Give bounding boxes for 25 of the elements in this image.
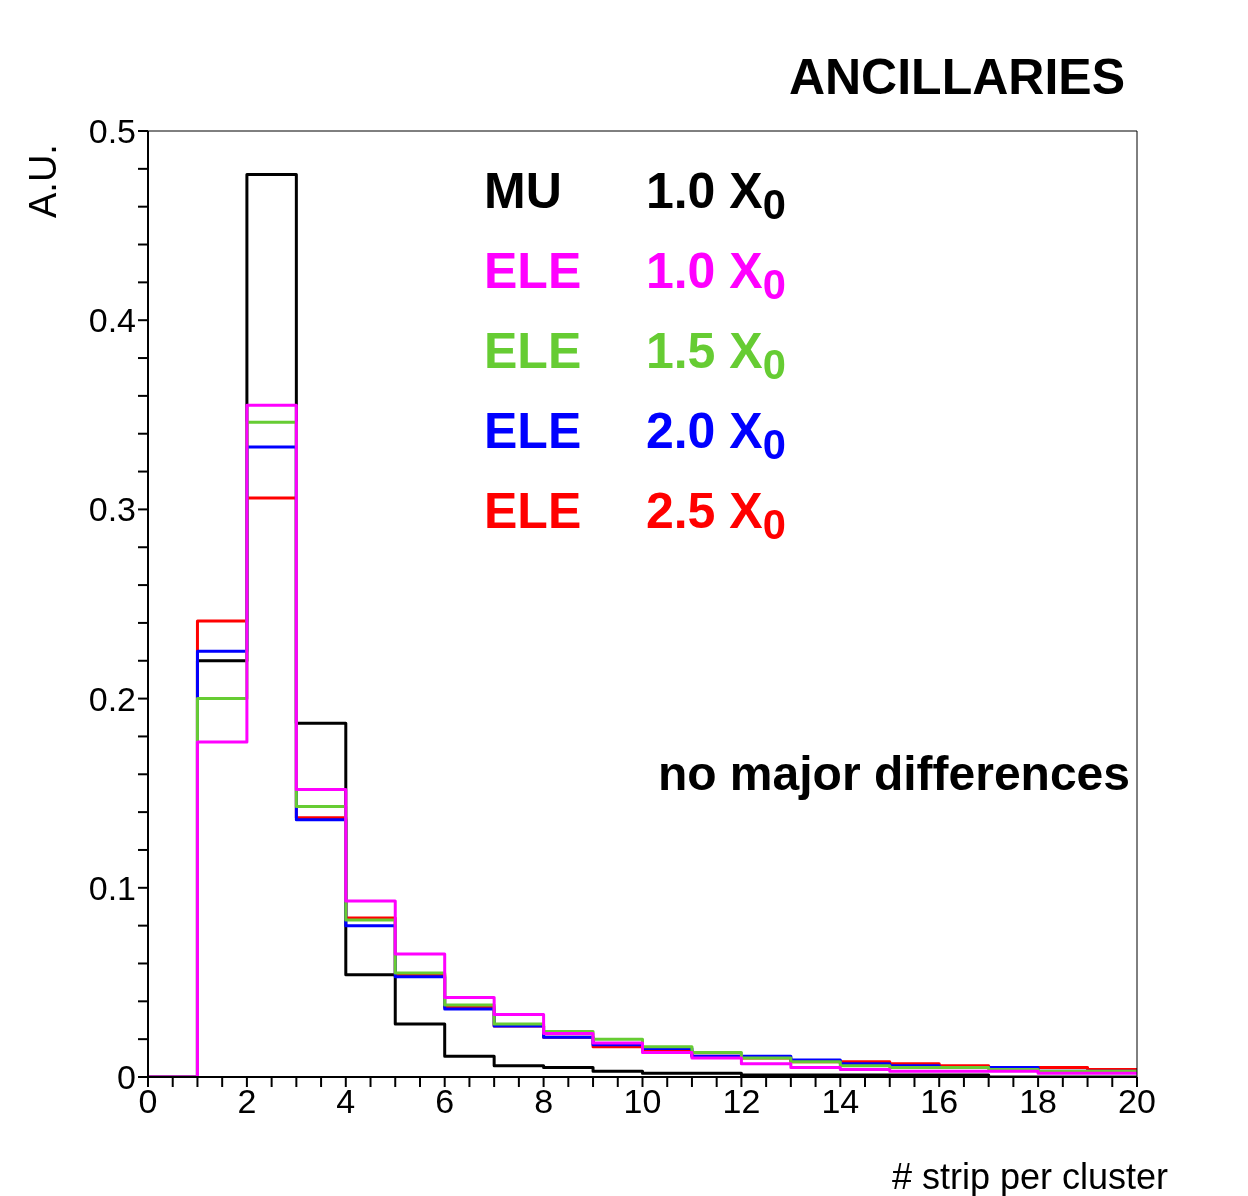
y-tick-label: 0.3 [88, 490, 136, 529]
y-tick-label: 0.1 [88, 868, 136, 907]
x-tick-label: 16 [920, 1082, 959, 1121]
x-tick-label: 2 [237, 1082, 257, 1121]
y-tick-label: 0 [117, 1058, 136, 1097]
chart-title: ANCILLARIES [788, 49, 1125, 105]
x-tick-label: 10 [623, 1082, 662, 1121]
x-tick-label: 20 [1118, 1082, 1156, 1121]
x-axis-title: # strip per cluster [891, 1156, 1168, 1196]
y-axis-title: A.U. [22, 144, 64, 218]
x-tick-label: 14 [821, 1082, 860, 1121]
x-tick-label: 12 [722, 1082, 761, 1121]
text: ELE 2.0 X$_{0}$ [484, 403, 786, 468]
x-tick-label: 18 [1019, 1082, 1058, 1121]
y-tick-label: 0.4 [88, 301, 136, 340]
x-tick-label: 4 [336, 1082, 356, 1121]
text: ELE 2.5 X$_{0}$ [484, 483, 786, 548]
text: ELE 1.5 X$_{0}$ [484, 323, 786, 388]
text: MU 1.0 X$_{0}$ [484, 163, 786, 228]
y-tick-label: 0.5 [88, 112, 136, 151]
x-tick-label: 8 [534, 1082, 554, 1121]
x-tick-label: 6 [435, 1082, 455, 1121]
text: ELE 1.0 X$_{0}$ [484, 243, 786, 308]
annotation: no major differences [657, 747, 1130, 800]
y-tick-label: 0.2 [88, 679, 136, 718]
